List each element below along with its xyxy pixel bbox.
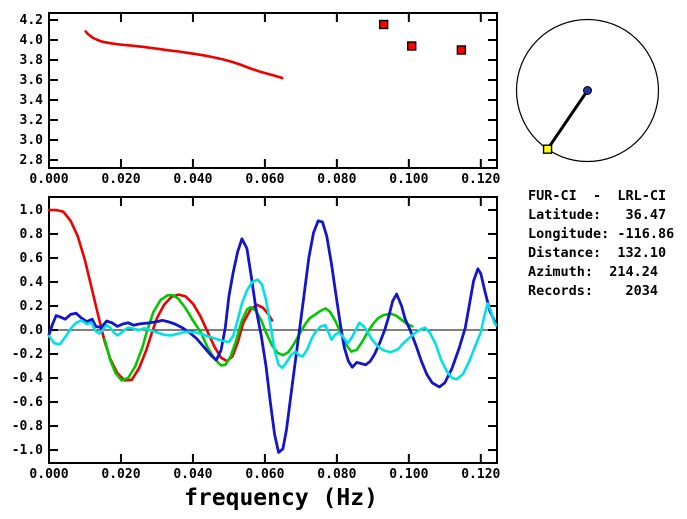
x-tick-label: 0.040	[173, 172, 212, 187]
x-tick-label: 0.100	[389, 467, 428, 482]
y-tick-label: 2.8	[20, 153, 44, 168]
y-tick-label: 0.2	[20, 299, 43, 314]
x-tick-label: 0.020	[101, 467, 140, 482]
y-tick-label: 4.2	[20, 13, 43, 28]
series-trace-green	[103, 293, 414, 382]
station-endpoint-square	[542, 144, 553, 154]
azimuth-indicator	[515, 18, 660, 163]
dispersion-picks-marker	[378, 19, 389, 30]
series-trace-blue	[47, 219, 498, 454]
x-tick-label: 0.120	[461, 467, 500, 482]
y-tick-label: 3.6	[20, 73, 44, 88]
y-tick-label: -0.2	[12, 347, 43, 362]
y-tick-label: 1.0	[20, 203, 44, 218]
y-tick-label: -0.6	[12, 395, 43, 410]
x-tick-label: 0.040	[173, 467, 212, 482]
plot-frame	[48, 12, 498, 169]
x-tick-label: 0.000	[29, 172, 68, 187]
series-dispersion-curve	[84, 30, 284, 80]
station-center-dot	[583, 86, 592, 95]
traces-plot: 0.000 0.020 0.040 0.060 0.080 0.100 0.120 -1.0 -…	[12, 196, 501, 511]
y-tick-label: 3.8	[20, 53, 44, 68]
records-line: Records: 2034	[528, 283, 659, 299]
x-tick-label: 0.080	[317, 467, 356, 482]
x-axis-label: frequency (Hz)	[184, 485, 378, 511]
y-tick-label: 3.4	[20, 93, 44, 108]
azimuth-circle	[515, 18, 660, 163]
distance-line: Distance: 132.10	[528, 245, 667, 261]
y-tick-label: 3.2	[20, 113, 43, 128]
series-trace-cyan	[47, 278, 498, 381]
x-tick-label: 0.080	[317, 172, 356, 187]
dispersion-picks-marker	[456, 45, 467, 55]
y-tick-label: 0.4	[20, 275, 44, 290]
azimuth-line: Azimuth: 214.24	[528, 264, 659, 280]
x-tick-label: 0.120	[461, 172, 500, 187]
longitude-line: Longitude: -116.86	[528, 226, 675, 242]
y-tick-label: 0.8	[20, 227, 44, 242]
y-tick-label: 3.0	[20, 133, 44, 148]
y-tick-label: 0.0	[20, 323, 44, 338]
y-tick-label: 4.0	[20, 33, 44, 48]
y-tick-label: -0.4	[12, 371, 43, 386]
station-pair-title: FUR-CI - LRL-CI	[528, 188, 667, 204]
dispersion-plot: 0.000 0.020 0.040 0.060 0.080 0.100 0.120 2.8 3.…	[20, 12, 501, 187]
y-tick-label: 0.6	[20, 251, 44, 266]
x-tick-label: 0.060	[245, 172, 284, 187]
x-tick-label: 0.020	[101, 172, 140, 187]
series-trace-red	[47, 208, 274, 382]
azimuth-line	[546, 89, 589, 151]
y-tick-label: -0.8	[12, 419, 43, 434]
y-tick-label: -1.0	[12, 443, 43, 458]
x-tick-label: 0.060	[245, 467, 284, 482]
dispersion-picks-marker	[407, 41, 417, 51]
station-info-panel: FUR-CI - LRL-CI Latitude: 36.47 Longitud…	[528, 187, 674, 301]
x-tick-label: 0.100	[389, 172, 428, 187]
latitude-line: Latitude: 36.47	[528, 207, 667, 223]
x-tick-label: 0.000	[29, 467, 68, 482]
